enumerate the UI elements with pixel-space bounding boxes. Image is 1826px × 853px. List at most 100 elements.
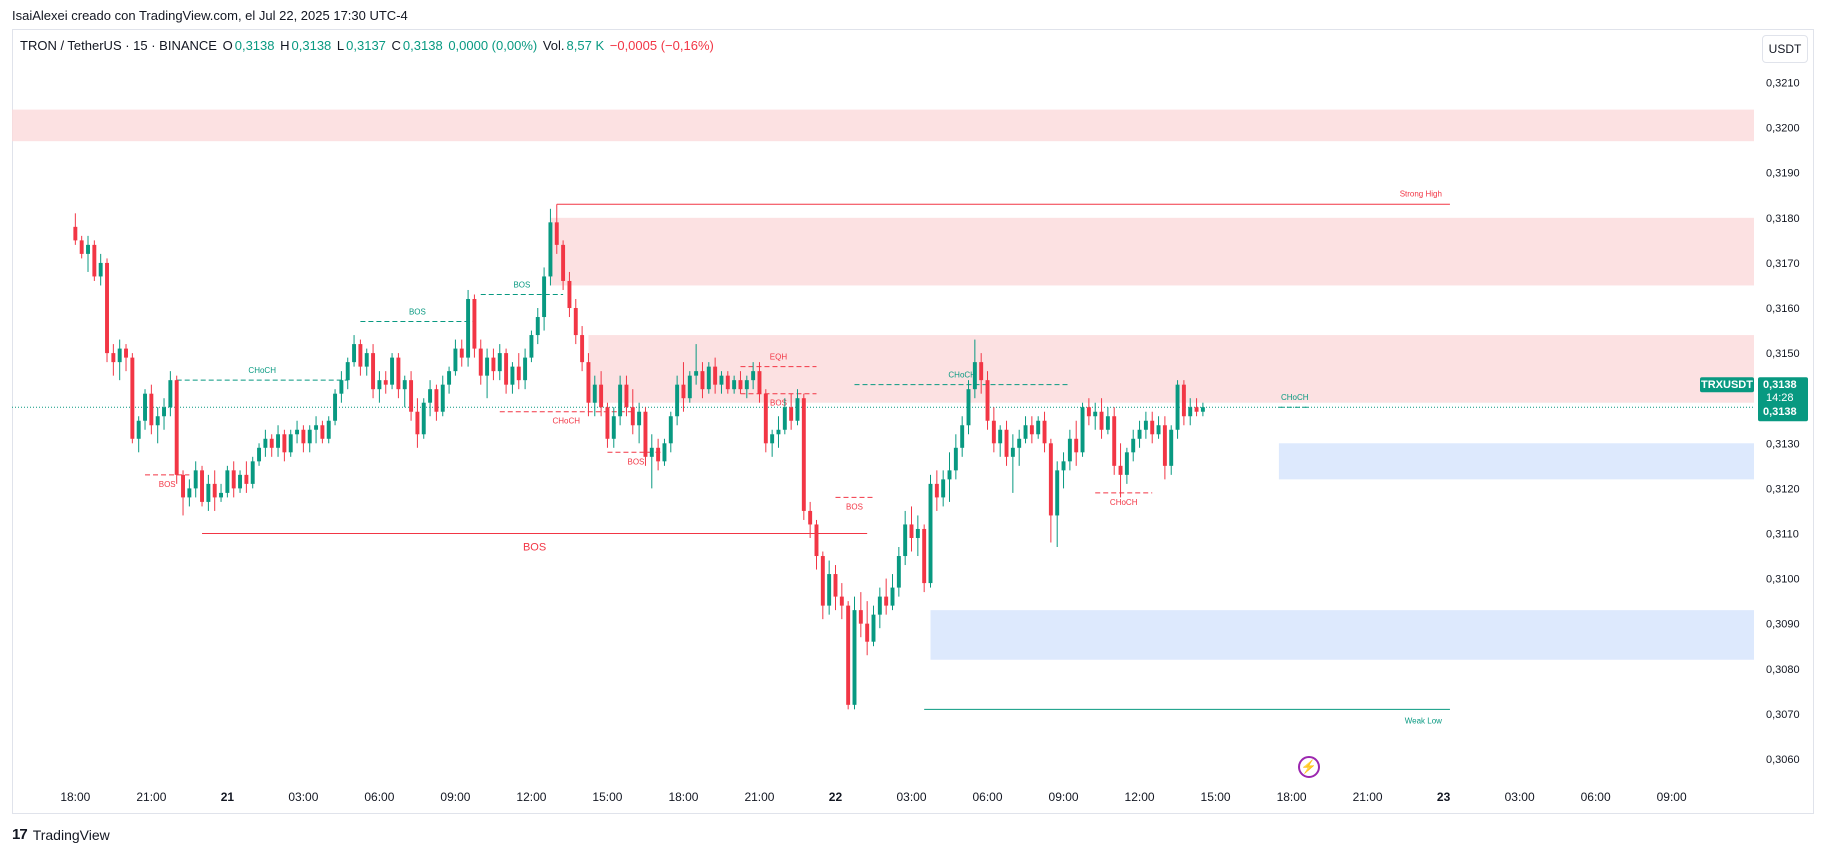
candle-body[interactable] <box>504 353 509 385</box>
candle-body[interactable] <box>915 528 920 538</box>
candle-body[interactable] <box>744 380 749 390</box>
candle-body[interactable] <box>276 434 281 448</box>
candle-body[interactable] <box>643 411 648 457</box>
candle-body[interactable] <box>808 510 813 525</box>
candle-body[interactable] <box>687 375 692 399</box>
candle-body[interactable] <box>1080 407 1085 453</box>
candle-body[interactable] <box>890 587 895 606</box>
candle-body[interactable] <box>573 308 578 336</box>
candle-body[interactable] <box>497 353 502 372</box>
candle-body[interactable] <box>656 447 661 462</box>
candle-body[interactable] <box>662 443 667 462</box>
candle-body[interactable] <box>92 244 97 277</box>
candle-body[interactable] <box>668 416 673 444</box>
candle-body[interactable] <box>231 470 236 489</box>
candle-body[interactable] <box>846 605 851 705</box>
candle-body[interactable] <box>257 447 262 462</box>
candle-body[interactable] <box>542 276 547 318</box>
candle-body[interactable] <box>928 483 933 584</box>
candle-body[interactable] <box>1124 452 1129 475</box>
candle-body[interactable] <box>485 357 490 376</box>
candle-body[interactable] <box>1061 461 1066 471</box>
candle-body[interactable] <box>478 348 483 376</box>
candle-body[interactable] <box>763 393 768 444</box>
candle-body[interactable] <box>1194 407 1199 412</box>
candle-body[interactable] <box>1156 425 1161 435</box>
candle-body[interactable] <box>244 474 249 484</box>
candle-body[interactable] <box>1036 420 1041 435</box>
candle-body[interactable] <box>200 470 205 502</box>
candle-body[interactable] <box>174 380 179 475</box>
candle-body[interactable] <box>1200 407 1205 412</box>
candle-body[interactable] <box>839 596 844 606</box>
candle-body[interactable] <box>288 434 293 453</box>
candle-body[interactable] <box>1029 425 1034 435</box>
candle-body[interactable] <box>193 470 198 489</box>
candle-body[interactable] <box>789 407 794 421</box>
candle-body[interactable] <box>1004 429 1009 457</box>
candle-body[interactable] <box>909 524 914 538</box>
candle-body[interactable] <box>421 402 426 435</box>
candle-body[interactable] <box>922 528 927 584</box>
candle-body[interactable] <box>434 389 439 412</box>
candle-body[interactable] <box>592 384 597 403</box>
candle-body[interactable] <box>187 488 192 498</box>
candle-body[interactable] <box>181 474 185 498</box>
candle-body[interactable] <box>282 434 287 453</box>
candle-body[interactable] <box>358 344 363 367</box>
candle-body[interactable] <box>801 398 806 511</box>
candle-body[interactable] <box>130 357 135 439</box>
candle-body[interactable] <box>1181 384 1186 417</box>
candle-body[interactable] <box>1162 425 1167 466</box>
candle-body[interactable] <box>117 348 122 363</box>
currency-button[interactable]: USDT <box>1762 35 1808 63</box>
candle-body[interactable] <box>998 429 1003 444</box>
candle-body[interactable] <box>580 335 585 363</box>
candle-body[interactable] <box>1131 438 1136 453</box>
candle-body[interactable] <box>884 596 889 606</box>
candle-body[interactable] <box>985 380 990 421</box>
candle-body[interactable] <box>877 596 882 615</box>
candle-body[interactable] <box>1099 411 1104 430</box>
candle-body[interactable] <box>1055 470 1060 516</box>
candle-body[interactable] <box>447 371 452 385</box>
candle-body[interactable] <box>833 574 838 597</box>
candle-body[interactable] <box>618 384 623 417</box>
candle-body[interactable] <box>491 357 496 372</box>
candle-body[interactable] <box>1112 416 1117 466</box>
candle-body[interactable] <box>250 461 255 484</box>
candle-body[interactable] <box>364 353 369 367</box>
candle-body[interactable] <box>561 244 566 281</box>
candle-body[interactable] <box>314 425 319 430</box>
candle-body[interactable] <box>649 447 654 457</box>
candle-body[interactable] <box>529 335 534 358</box>
candle-body[interactable] <box>567 280 572 309</box>
candle-body[interactable] <box>630 407 635 426</box>
candle-body[interactable] <box>966 389 971 426</box>
candle-body[interactable] <box>1010 447 1015 457</box>
candle-body[interactable] <box>269 438 274 448</box>
candle-body[interactable] <box>415 411 420 435</box>
candle-body[interactable] <box>143 393 147 421</box>
candle-body[interactable] <box>440 384 445 412</box>
candle-body[interactable] <box>86 244 90 254</box>
candle-body[interactable] <box>865 623 870 642</box>
candle-body[interactable] <box>586 362 591 403</box>
candle-body[interactable] <box>124 348 128 358</box>
candle-body[interactable] <box>972 362 977 390</box>
candle-body[interactable] <box>212 483 217 498</box>
candle-body[interactable] <box>510 366 515 385</box>
candle-body[interactable] <box>225 470 230 493</box>
candle-body[interactable] <box>301 429 306 444</box>
candle-body[interactable] <box>516 366 521 381</box>
candle-body[interactable] <box>219 492 224 498</box>
candle-body[interactable] <box>402 380 407 390</box>
candle-body[interactable] <box>706 366 711 390</box>
candle-body[interactable] <box>523 357 528 381</box>
candle-body[interactable] <box>991 420 996 444</box>
candle-body[interactable] <box>820 556 825 606</box>
candle-body[interactable] <box>1074 438 1079 453</box>
candle-body[interactable] <box>852 610 857 705</box>
candle-body[interactable] <box>1188 407 1193 417</box>
candle-body[interactable] <box>1105 416 1110 430</box>
